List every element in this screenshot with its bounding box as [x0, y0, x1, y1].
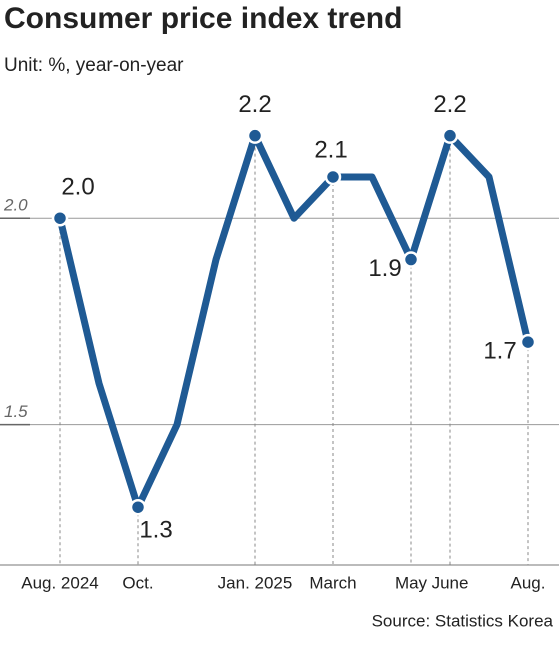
chart-title: Consumer price index trend [4, 2, 402, 35]
point [519, 333, 537, 351]
x-tick-label: June [432, 573, 469, 592]
data-label: 2.2 [238, 91, 271, 118]
source: Source: Statistics Korea [372, 611, 554, 630]
point [51, 209, 69, 227]
x-tick-label: May [395, 573, 428, 592]
data-label: 2.2 [433, 91, 466, 118]
y-tick-label: 1.5 [4, 402, 28, 421]
y-tick-label: 2.0 [3, 196, 28, 215]
chart-subtitle: Unit: %, year-on-year [4, 55, 184, 76]
line [56, 132, 532, 511]
point [324, 168, 342, 186]
data-label: 1.9 [368, 255, 401, 282]
point [129, 498, 147, 516]
x-tick-label: March [309, 573, 356, 592]
data-label: 2.0 [61, 174, 94, 201]
x-tick-label: Aug. [511, 573, 546, 592]
x-tick-label: Aug. 2024 [21, 573, 99, 592]
data-label: 1.7 [483, 337, 516, 364]
point [246, 127, 264, 144]
point [441, 127, 459, 144]
data-label: 2.1 [314, 136, 347, 163]
x-tick-label: Jan. 2025 [218, 573, 293, 592]
data-label: 1.3 [139, 517, 172, 544]
x-tick-label: Oct. [122, 573, 153, 592]
point [402, 251, 420, 268]
